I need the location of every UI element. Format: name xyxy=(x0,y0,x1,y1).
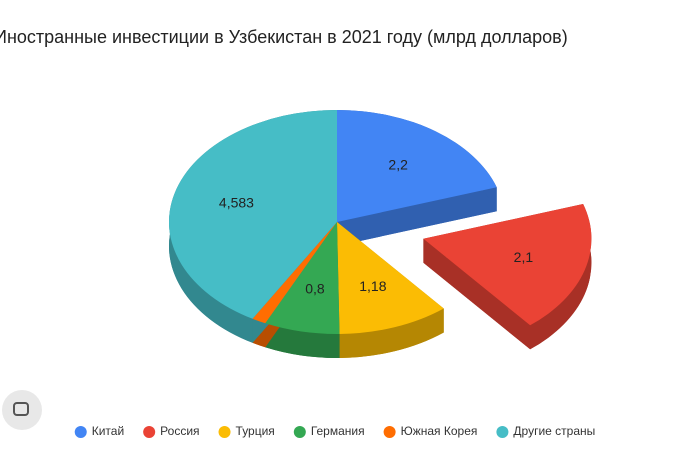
data-label: 2,2 xyxy=(388,156,408,172)
legend-swatch xyxy=(293,426,306,438)
lens-icon-glyph xyxy=(13,402,29,416)
legend-label: Германия xyxy=(311,424,365,438)
slice xyxy=(423,204,592,326)
legend-label: Южная Корея xyxy=(401,424,478,438)
data-label: 4,583 xyxy=(219,195,254,211)
legend-swatch xyxy=(496,426,509,438)
slice-side xyxy=(339,308,444,358)
lens-icon[interactable] xyxy=(2,390,42,430)
slice-side xyxy=(265,323,340,358)
slice-wall xyxy=(423,238,531,350)
legend-label: Другие страны xyxy=(513,424,595,438)
slice xyxy=(168,110,337,319)
legend-swatch xyxy=(143,426,156,438)
legend-label: Китай xyxy=(92,424,124,438)
slice-wall xyxy=(337,187,497,246)
chart-title: Иностранные инвестиции в Узбекистан в 20… xyxy=(0,27,568,47)
data-label: 0,8 xyxy=(305,281,325,297)
legend-swatch xyxy=(218,426,231,438)
slice xyxy=(337,110,497,222)
legend-swatch xyxy=(383,426,396,438)
data-label: 2,1 xyxy=(514,249,534,265)
legend-swatch xyxy=(74,426,87,438)
slice xyxy=(265,222,340,335)
legend-label: Турция xyxy=(236,424,275,438)
legend-label: Россия xyxy=(160,424,199,438)
data-label: 1,18 xyxy=(359,278,386,294)
slice xyxy=(337,222,444,334)
slice xyxy=(252,222,337,324)
